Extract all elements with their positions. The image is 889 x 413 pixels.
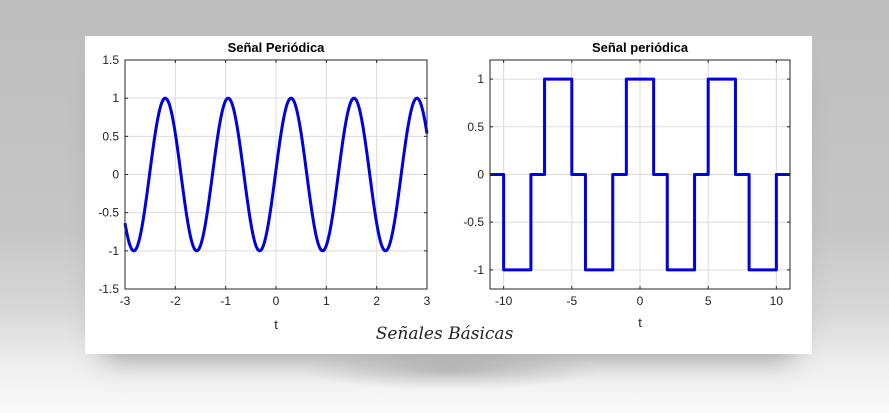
y-tick-label: 0.5	[102, 129, 119, 143]
y-tick-label: 0	[477, 168, 484, 182]
x-tick-label: -10	[495, 294, 513, 308]
x-tick-label: 5	[705, 294, 712, 308]
x-tick-label: -2	[170, 294, 181, 308]
series-line	[123, 96, 429, 253]
y-tick-label: 1	[477, 72, 484, 86]
x-tick-label: 2	[373, 294, 380, 308]
chart-right: -10 -5 0 5 10 -1 -0.5 0 0.5 1 Señal periódica t	[463, 40, 791, 330]
y-tick-label: -0.5	[98, 206, 119, 220]
x-axis-label: t	[638, 315, 642, 330]
y-tick-label: 1.5	[102, 53, 119, 67]
x-tick-label: 3	[424, 294, 431, 308]
x-tick-label: 0	[637, 294, 644, 308]
y-tick-label: 1	[112, 91, 119, 105]
y-tick-label: -1	[108, 244, 119, 258]
series-line	[490, 77, 790, 272]
x-axis-label: t	[274, 317, 278, 332]
y-tick-label: -1.5	[98, 282, 119, 296]
x-tick-label: 0	[273, 294, 280, 308]
x-tick-label: -5	[566, 294, 577, 308]
y-tick-label: -1	[473, 263, 484, 277]
chart-left: -3 -2 -1 0 1 2 3 -1.5 -1 -0.5 0 0.5 1 1.5 Señal Periód…	[98, 40, 430, 332]
y-tick-label: 0.5	[467, 120, 484, 134]
y-tick-label: -0.5	[463, 215, 484, 229]
x-tick-label: 1	[323, 294, 330, 308]
x-tick-label: -1	[220, 294, 231, 308]
card-shadow	[300, 350, 600, 390]
x-tick-label: 10	[770, 294, 784, 308]
figure-caption: Señales Básicas	[375, 324, 514, 344]
chart-title: Señal periódica	[592, 40, 689, 55]
x-tick-label: -3	[120, 294, 131, 308]
chart-title: Señal Periódica	[228, 40, 326, 55]
y-tick-label: 0	[112, 168, 119, 182]
